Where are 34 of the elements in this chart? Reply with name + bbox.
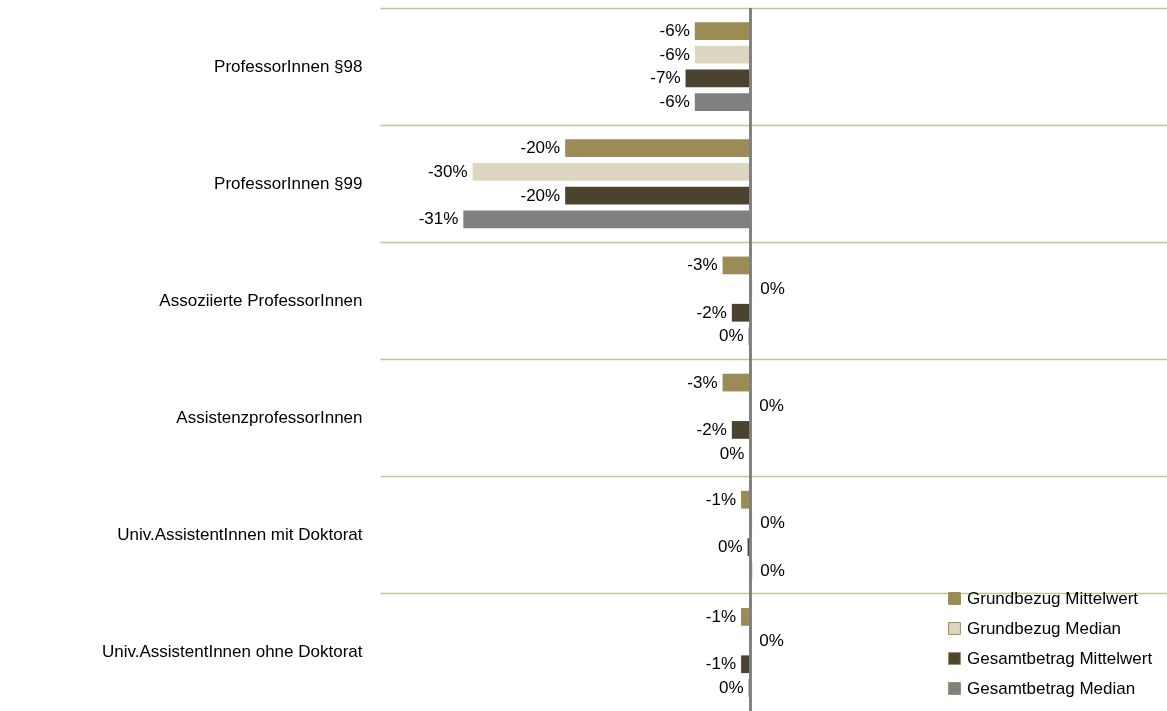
data-label: 0%	[759, 630, 784, 650]
data-label: -6%	[659, 21, 690, 41]
y-tick-label: Univ.AssistentInnen ohne Doktorat	[102, 642, 363, 662]
data-label: 0%	[719, 443, 745, 463]
data-label: -7%	[650, 68, 681, 88]
data-label: -1%	[705, 489, 737, 509]
y-tick-label: ProfessorInnen §98	[214, 56, 363, 76]
y-tick-label: Assoziierte ProfessorInnen	[159, 290, 363, 310]
data-label: -2%	[696, 419, 727, 439]
data-label: -2%	[696, 302, 727, 322]
data-label: 0%	[759, 396, 784, 416]
data-label: 0%	[718, 326, 744, 346]
data-label: -1%	[705, 654, 737, 674]
data-label: -31%	[418, 209, 459, 229]
data-label: -3%	[687, 372, 718, 392]
y-tick-label: AssistenzprofessorInnen	[176, 408, 363, 428]
data-label: -20%	[520, 185, 561, 205]
data-label: -1%	[705, 606, 737, 626]
data-label: 0%	[760, 279, 785, 299]
data-label: -3%	[687, 255, 718, 275]
data-label: 0%	[760, 560, 785, 580]
data-label: 0%	[760, 513, 785, 533]
data-label: 0%	[718, 677, 744, 697]
data-label: 0%	[718, 537, 743, 557]
y-tick-label: Univ.AssistentInnen mit Doktorat	[117, 525, 363, 545]
data-label: -6%	[659, 92, 690, 112]
legend-label: Grundbezug Median	[967, 618, 1122, 638]
legend-label: Grundbezug Mittelwert	[967, 588, 1139, 608]
data-label: -30%	[427, 161, 468, 181]
legend-label: Gesamtbetrag Median	[967, 678, 1136, 698]
legend-label: Gesamtbetrag Mittelwert	[967, 648, 1153, 668]
data-label: -6%	[659, 44, 690, 64]
y-tick-label: ProfessorInnen §99	[214, 173, 363, 193]
data-label: -20%	[520, 138, 561, 158]
